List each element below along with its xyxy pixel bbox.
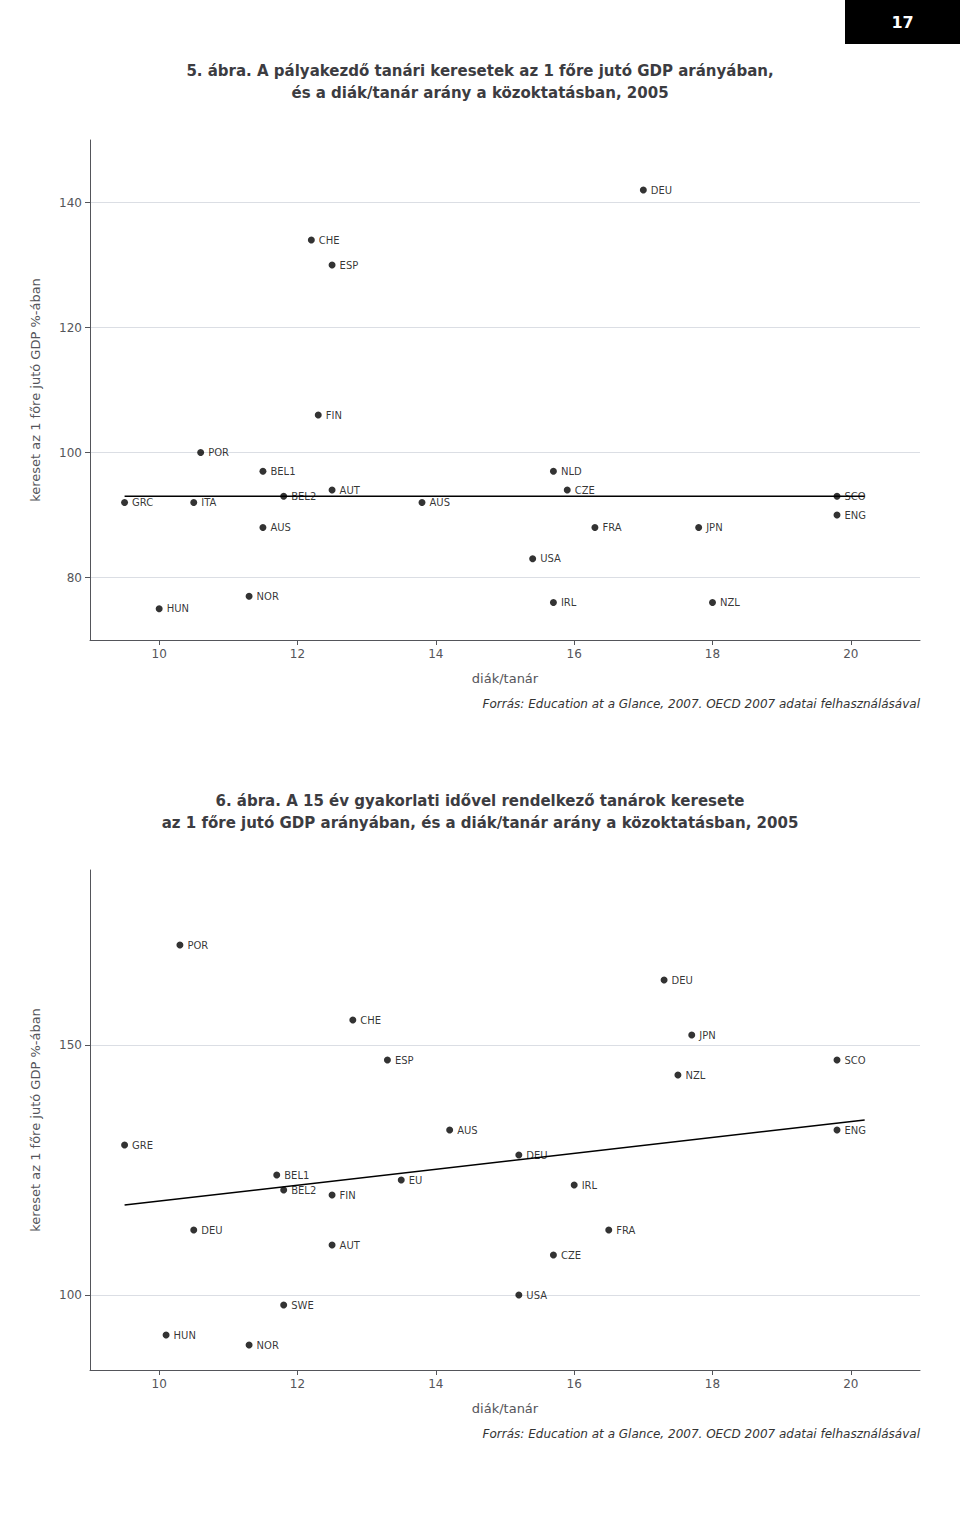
svg-text:kereset az 1 főre jutó GDP %-á: kereset az 1 főre jutó GDP %-ában xyxy=(28,1008,43,1232)
svg-text:SCO: SCO xyxy=(845,1055,866,1066)
svg-text:NZL: NZL xyxy=(685,1070,705,1081)
svg-text:ITA: ITA xyxy=(201,497,216,508)
svg-text:20: 20 xyxy=(843,647,858,661)
svg-text:BEL1: BEL1 xyxy=(284,1170,309,1181)
svg-text:HUN: HUN xyxy=(174,1330,196,1341)
svg-text:GRE: GRE xyxy=(132,1140,153,1151)
svg-text:POR: POR xyxy=(187,940,208,951)
svg-text:IRL: IRL xyxy=(582,1180,598,1191)
svg-text:80: 80 xyxy=(67,571,82,585)
svg-text:17: 17 xyxy=(891,13,913,32)
svg-text:SWE: SWE xyxy=(291,1300,314,1311)
svg-text:5. ábra. A pályakezdő tanári k: 5. ábra. A pályakezdő tanári keresetek a… xyxy=(186,62,773,80)
svg-text:BEL1: BEL1 xyxy=(270,466,295,477)
svg-text:NZL: NZL xyxy=(720,597,740,608)
svg-text:Forrás: Education at a Glance,: Forrás: Education at a Glance, 2007. OEC… xyxy=(483,1427,921,1441)
svg-text:10: 10 xyxy=(152,647,167,661)
svg-text:14: 14 xyxy=(428,647,443,661)
svg-text:NOR: NOR xyxy=(257,591,279,602)
svg-text:AUS: AUS xyxy=(457,1125,478,1136)
svg-text:diák/tanár: diák/tanár xyxy=(472,671,539,686)
svg-text:ENG: ENG xyxy=(845,1125,867,1136)
svg-text:140: 140 xyxy=(59,196,82,210)
svg-text:6. ábra. A 15 év gyakorlati id: 6. ábra. A 15 év gyakorlati idővel rende… xyxy=(215,792,744,810)
svg-text:POR: POR xyxy=(208,447,229,458)
svg-text:CHE: CHE xyxy=(360,1015,381,1026)
svg-text:DEU: DEU xyxy=(201,1225,222,1236)
svg-text:14: 14 xyxy=(428,1377,443,1391)
svg-text:100: 100 xyxy=(59,446,82,460)
svg-text:HUN: HUN xyxy=(167,603,189,614)
svg-text:kereset az 1 főre jutó GDP %-á: kereset az 1 főre jutó GDP %-ában xyxy=(28,278,43,502)
svg-text:20: 20 xyxy=(843,1377,858,1391)
svg-text:NOR: NOR xyxy=(257,1340,279,1351)
svg-text:Forrás: Education at a Glance,: Forrás: Education at a Glance, 2007. OEC… xyxy=(483,697,921,711)
svg-text:16: 16 xyxy=(567,1377,582,1391)
svg-text:FIN: FIN xyxy=(326,410,342,421)
svg-text:FRA: FRA xyxy=(616,1225,635,1236)
svg-text:IRL: IRL xyxy=(561,597,577,608)
svg-text:CHE: CHE xyxy=(319,235,340,246)
svg-text:DEU: DEU xyxy=(672,975,693,986)
svg-text:AUS: AUS xyxy=(430,497,451,508)
svg-text:USA: USA xyxy=(526,1290,547,1301)
svg-text:EU: EU xyxy=(409,1175,423,1186)
svg-text:ESP: ESP xyxy=(395,1055,414,1066)
svg-text:AUS: AUS xyxy=(270,522,291,533)
svg-text:AUT: AUT xyxy=(340,1240,361,1251)
svg-text:AUT: AUT xyxy=(340,485,361,496)
svg-text:12: 12 xyxy=(290,647,305,661)
svg-text:10: 10 xyxy=(152,1377,167,1391)
svg-text:16: 16 xyxy=(567,647,582,661)
svg-text:ENG: ENG xyxy=(845,510,867,521)
svg-text:USA: USA xyxy=(540,553,561,564)
svg-text:JPN: JPN xyxy=(705,522,722,533)
svg-text:FIN: FIN xyxy=(340,1190,356,1201)
svg-text:CZE: CZE xyxy=(575,485,595,496)
svg-text:150: 150 xyxy=(59,1038,82,1052)
svg-text:SCO: SCO xyxy=(845,491,866,502)
svg-text:diák/tanár: diák/tanár xyxy=(472,1401,539,1416)
svg-text:18: 18 xyxy=(705,1377,720,1391)
svg-text:és a diák/tanár arány a közokt: és a diák/tanár arány a közoktatásban, 2… xyxy=(291,84,668,102)
svg-text:12: 12 xyxy=(290,1377,305,1391)
svg-text:FRA: FRA xyxy=(602,522,621,533)
svg-text:100: 100 xyxy=(59,1288,82,1302)
svg-text:GRC: GRC xyxy=(132,497,153,508)
svg-text:BEL2: BEL2 xyxy=(291,491,316,502)
svg-text:DEU: DEU xyxy=(651,185,672,196)
svg-text:CZE: CZE xyxy=(561,1250,581,1261)
svg-text:18: 18 xyxy=(705,647,720,661)
svg-text:JPN: JPN xyxy=(698,1030,715,1041)
svg-text:az 1 főre jutó GDP arányában,: az 1 főre jutó GDP arányában, és a diák/… xyxy=(162,814,799,832)
svg-text:NLD: NLD xyxy=(561,466,582,477)
svg-text:120: 120 xyxy=(59,321,82,335)
svg-text:ESP: ESP xyxy=(340,260,359,271)
svg-text:DEU: DEU xyxy=(526,1150,547,1161)
svg-text:BEL2: BEL2 xyxy=(291,1185,316,1196)
